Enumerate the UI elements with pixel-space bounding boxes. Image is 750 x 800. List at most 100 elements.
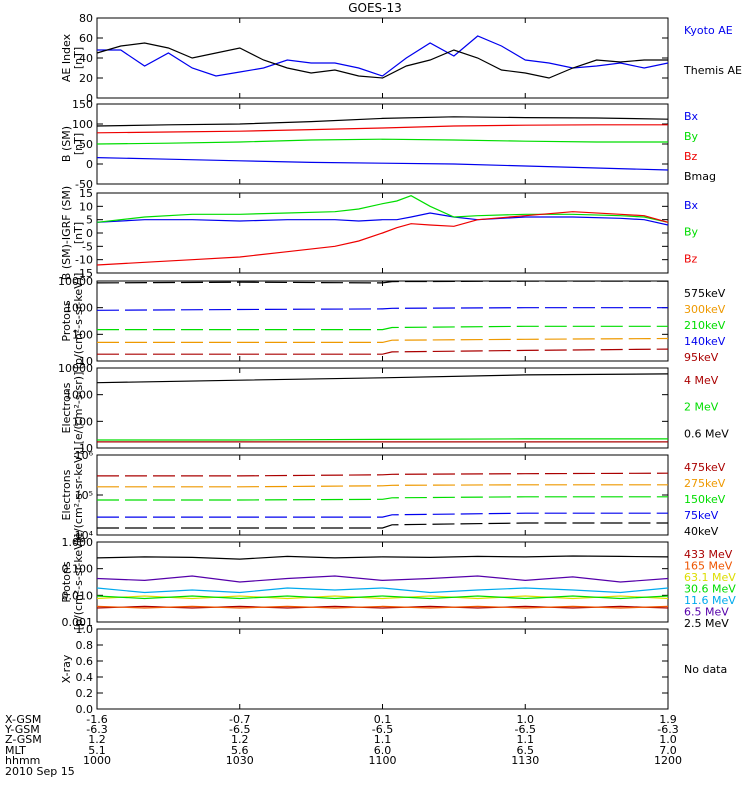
series-line	[96, 595, 669, 600]
legend-label: 0.6 MeV	[684, 427, 729, 440]
y-tick-label: 150	[72, 98, 93, 111]
y-tick-label: 0.0	[76, 703, 94, 716]
panel-frame	[96, 628, 669, 710]
ephemeris-value: 6.5	[517, 744, 535, 757]
y-axis-label: Electrons	[60, 469, 73, 520]
legend-label: 275keV	[684, 477, 726, 490]
y-tick-label: 1000	[65, 302, 93, 315]
ephemeris-value: 1.2	[231, 733, 249, 746]
y-tick-label: -15	[75, 267, 93, 280]
ephemeris-value: -6.5	[229, 723, 250, 736]
ephemeris-value: 1.1	[374, 733, 392, 746]
panel-frame	[96, 541, 669, 623]
no-data-label: No data	[684, 663, 727, 676]
y-tick-label: 80	[79, 12, 93, 25]
ephemeris-value: 1.2	[88, 733, 106, 746]
legend-label: By	[684, 130, 699, 143]
series-line	[96, 157, 669, 171]
legend-label: 6.5 MeV	[684, 606, 729, 619]
ephemeris-value: -1.6	[86, 713, 107, 726]
legend-label: 11.6 MeV	[684, 594, 736, 607]
panel-5: 10 100 1000 10000 Electrons [e/(cm²-s-sr)] 4 M…	[58, 362, 729, 455]
panel-frame	[96, 17, 669, 99]
legend-label: Bx	[684, 199, 699, 212]
ephemeris-value: 1000	[83, 754, 111, 767]
series-line	[96, 575, 669, 583]
ephemeris-value: -6.3	[657, 723, 678, 736]
y-tick-label: 0	[86, 158, 93, 171]
y-axis-unit: [e/(cm²-s-sr-keV)]	[72, 447, 85, 543]
y-axis-label: Protons	[60, 300, 73, 341]
ephemeris-value: -6.5	[515, 723, 536, 736]
y-tick-label: 0.001	[62, 616, 94, 629]
legend-label: Bz	[684, 252, 698, 265]
ephemeris-value: -6.3	[86, 723, 107, 736]
ephemeris-value: 6.0	[374, 744, 392, 757]
legend-label: 210keV	[684, 319, 726, 332]
panel-frame	[96, 103, 669, 185]
y-axis-unit: [p/(cm²-s-sr-keV)]	[72, 534, 85, 631]
ephemeris-value: 1.0	[659, 733, 677, 746]
y-tick-label: 100	[72, 415, 93, 428]
series-line	[96, 555, 669, 560]
panel-1: 0 20 40 60 80 AE Index [nT] Kyoto AE Themis AE	[60, 12, 742, 105]
ephemeris-value: 1.9	[659, 713, 677, 726]
ephemeris-value: 1.1	[517, 733, 535, 746]
ephemeris-value: 1200	[654, 754, 682, 767]
panel-8: 0.0 0.2 0.4 0.6 0.8 1.0 X-ray No data	[60, 623, 727, 716]
y-tick-label: 0.2	[76, 687, 94, 700]
ephemeris-value: 1100	[369, 754, 397, 767]
y-tick-label: 10	[79, 442, 93, 455]
series-line	[97, 484, 668, 488]
ephemeris-value: 7.0	[659, 744, 677, 757]
legend-label: Bz	[684, 150, 698, 163]
y-tick-label: 100	[72, 118, 93, 131]
y-tick-label: 60	[79, 32, 93, 45]
y-tick-label: 50	[79, 138, 93, 151]
y-tick-label: 10⁵	[75, 489, 93, 502]
legend-label: Themis AE	[683, 64, 742, 77]
y-tick-label: 0.8	[76, 639, 94, 652]
legend-label: 95keV	[684, 351, 719, 364]
series-line	[96, 138, 668, 145]
y-tick-label: -50	[75, 178, 93, 191]
legend-label: 4 MeV	[684, 374, 719, 387]
legend-label: 475keV	[684, 461, 726, 474]
y-tick-label: 1000	[65, 389, 93, 402]
y-axis-unit: [nT]	[72, 47, 85, 69]
ephemeris-value: 5.1	[88, 744, 106, 757]
y-tick-label: 0	[86, 92, 93, 105]
panel-4: 10 100 1000 10000 Protons [p/(cm²-s-sr-keV)] 5…	[58, 273, 726, 370]
ephemeris-value: 1.0	[517, 713, 535, 726]
legend-label: 150keV	[684, 493, 726, 506]
ephemeris-value: 1130	[511, 754, 539, 767]
series-line	[97, 348, 669, 355]
series-line	[96, 42, 668, 79]
series-line	[96, 195, 669, 223]
y-tick-label: -10	[75, 254, 93, 267]
y-tick-label: 0.010	[62, 589, 94, 602]
panel-frame	[96, 367, 669, 449]
series-line	[96, 124, 668, 134]
y-tick-label: 0.100	[62, 563, 94, 576]
y-axis-label: AE Index	[60, 33, 73, 82]
ephemeris-row-label: X-GSM	[5, 713, 41, 726]
y-axis-unit: [p/(cm²-s-sr-keV)]	[72, 273, 85, 370]
series-line	[96, 211, 669, 266]
y-tick-label: 0.4	[76, 671, 94, 684]
series-line	[96, 587, 669, 594]
series-line	[97, 337, 669, 343]
series-line	[97, 522, 668, 529]
y-tick-label: -5	[82, 240, 93, 253]
y-tick-label: 10⁶	[75, 449, 94, 462]
series-line	[97, 512, 668, 518]
legend-label: 2.5 MeV	[684, 617, 729, 630]
y-tick-label: 10⁴	[75, 529, 94, 542]
legend-label: 140keV	[684, 335, 726, 348]
legend-label: 2 MeV	[684, 401, 719, 414]
ephemeris-value: -6.5	[372, 723, 393, 736]
